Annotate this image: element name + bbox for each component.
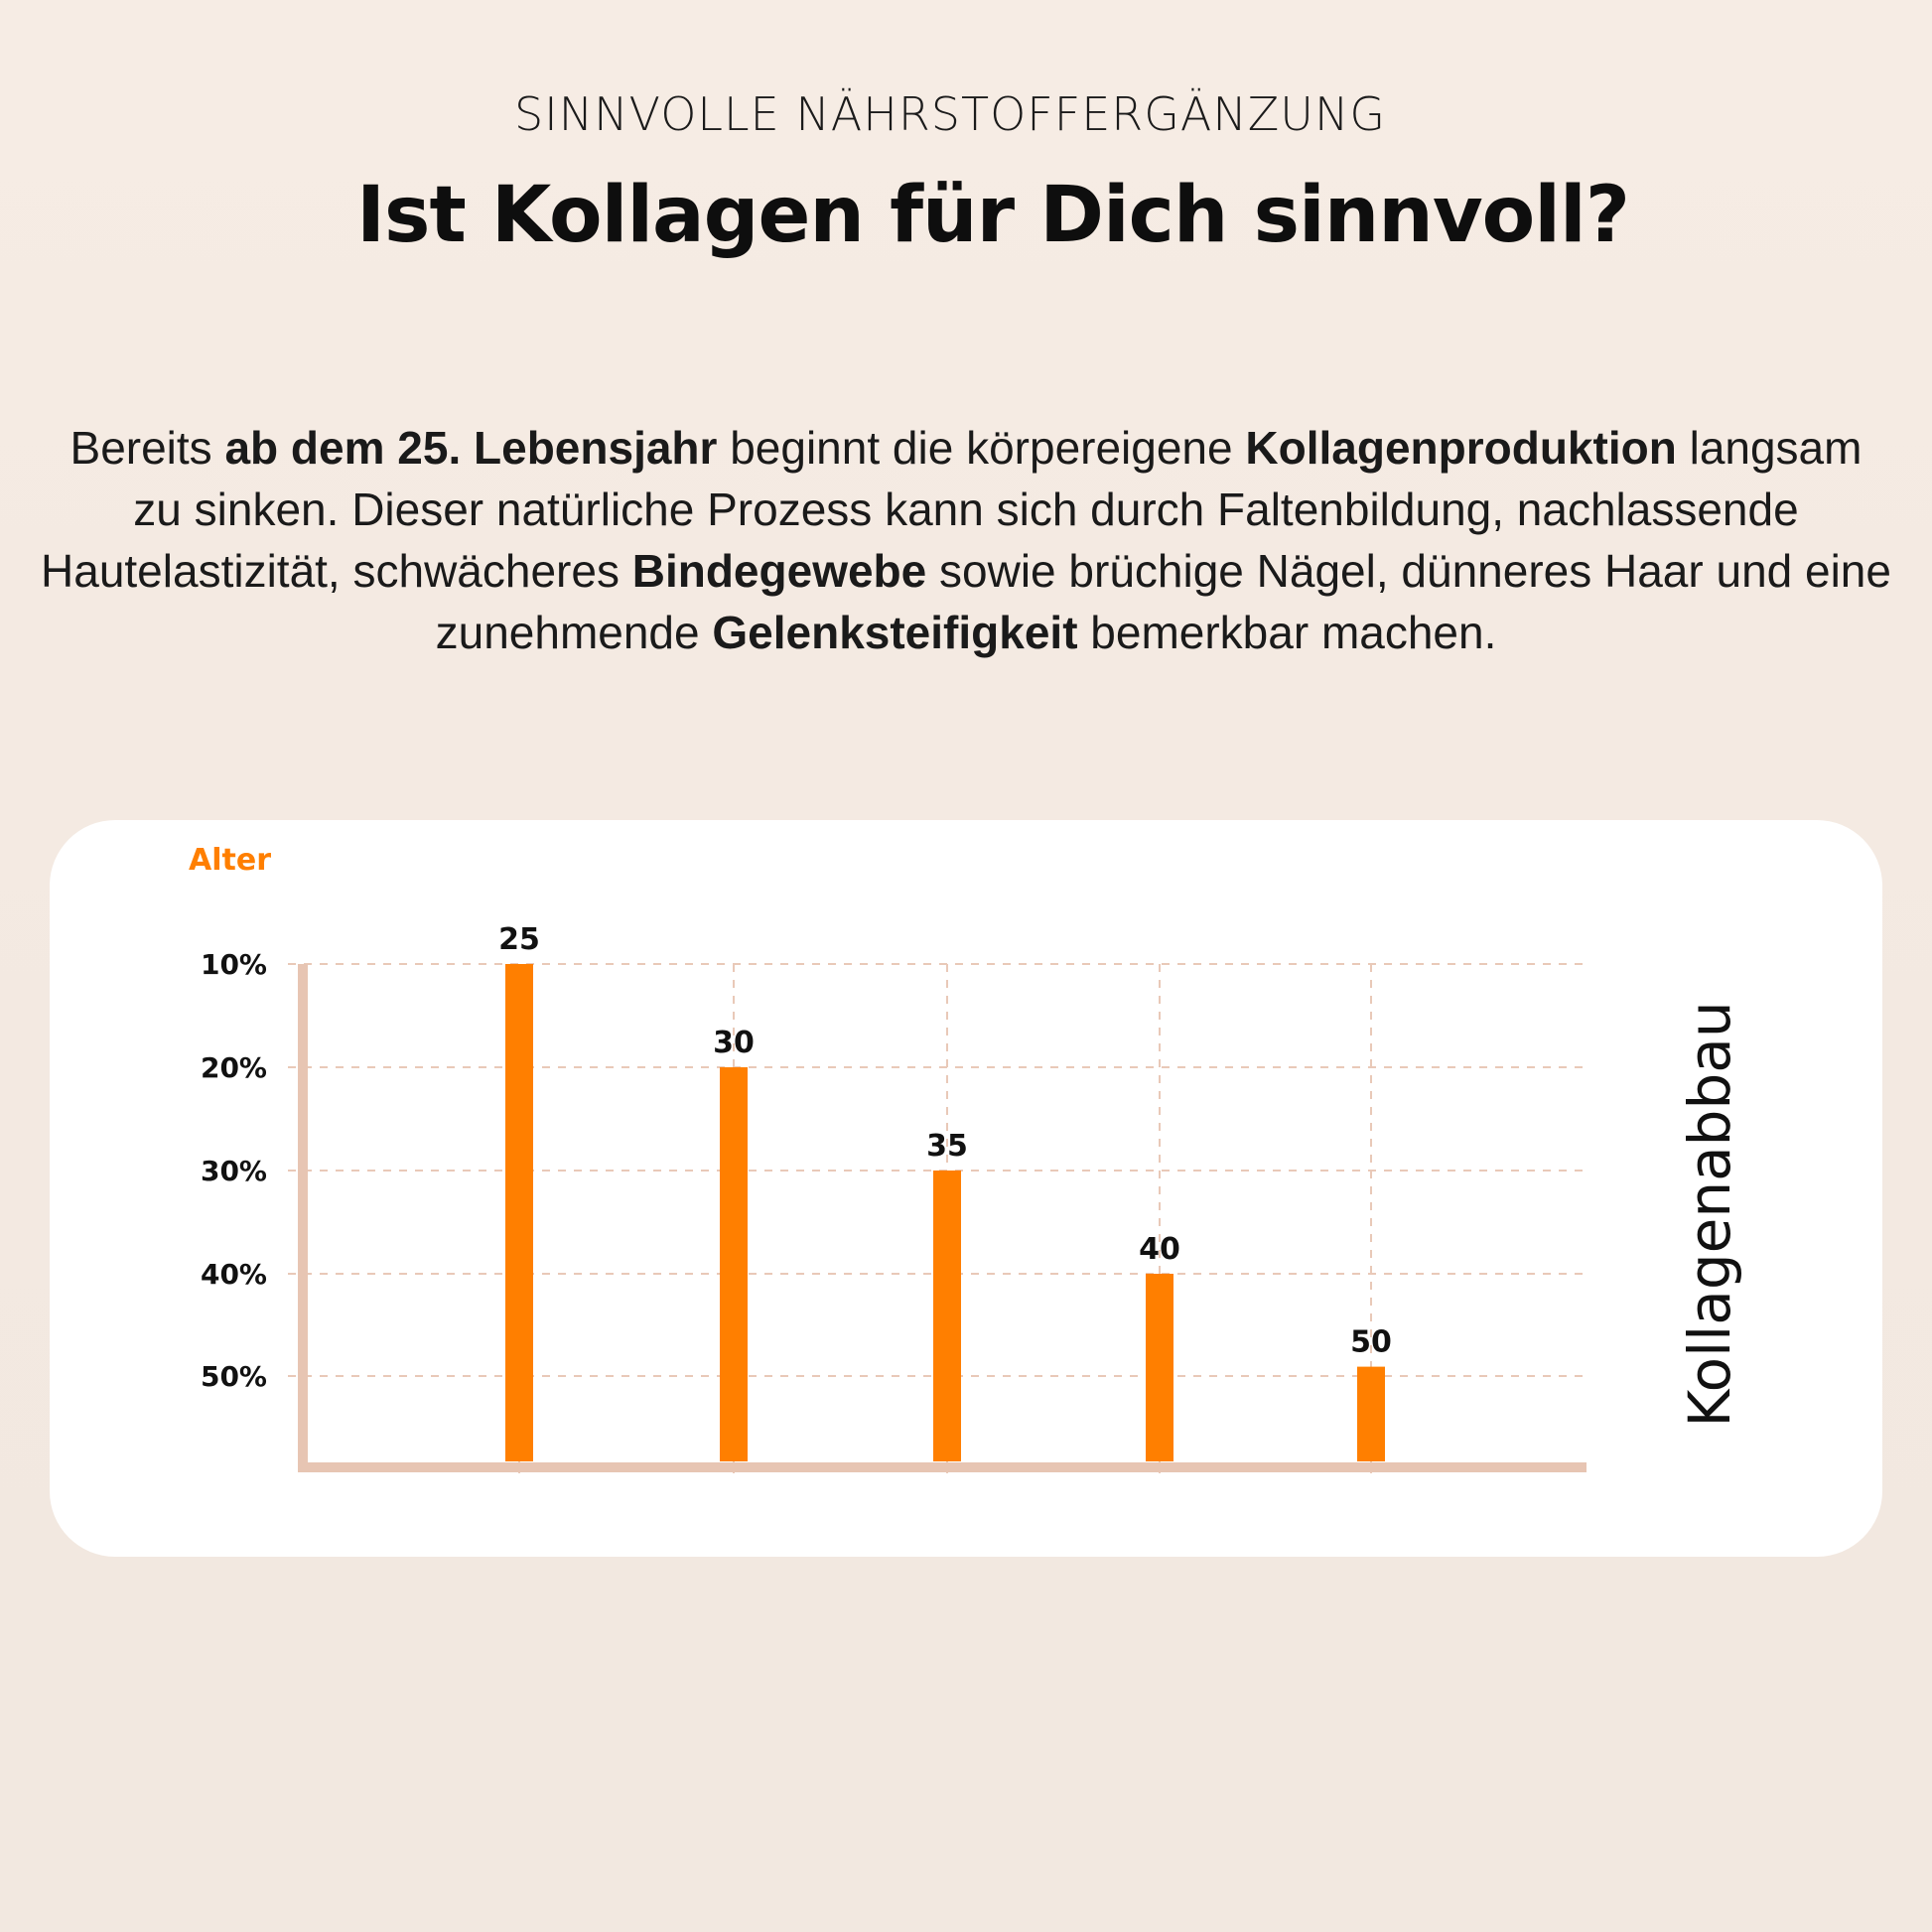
intro-emphasis: Gelenksteifigkeit: [712, 607, 1078, 658]
side-axis-label: Kollagenabbau: [1676, 1001, 1743, 1427]
chart-card: Alter 10% 20% 30% 40% 50% 25 30 35 40 50 Kollagenab…: [50, 820, 1882, 1557]
intro-text: beginnt die körpereigene: [717, 422, 1246, 474]
bar-30: [720, 1067, 748, 1461]
bar-label-40: 40: [1139, 1232, 1180, 1267]
intro-text: bemerkbar machen.: [1077, 607, 1497, 658]
page-title: Ist Kollagen für Dich sinnvoll?: [356, 171, 1630, 260]
kicker-heading: SINNVOLLE NÄHRSTOFFERGÄNZUNG: [513, 87, 1387, 141]
collagen-bar-chart: Alter 10% 20% 30% 40% 50% 25 30 35 40 50 Kollagenab…: [189, 843, 1743, 1473]
y-tick-label: 10%: [201, 948, 267, 981]
intro-emphasis: Kollagenproduktion: [1245, 422, 1677, 474]
intro-text: langsam zu sinken. Dieser natürliche Pro…: [41, 422, 1863, 597]
intro-emphasis: ab dem 25. Lebensjahr: [224, 422, 718, 474]
intro-text: Bereits: [69, 422, 225, 474]
bar-label-35: 35: [926, 1129, 968, 1164]
y-tick-label: 30%: [201, 1155, 267, 1187]
intro-emphasis: Bindegewebe: [631, 545, 927, 597]
intro-paragraph: Bereits ab dem 25. Lebensjahr beginnt di…: [40, 417, 1892, 663]
bar-label-25: 25: [498, 922, 540, 957]
y-tick-label: 40%: [201, 1258, 267, 1291]
y-tick-label: 20%: [201, 1051, 267, 1084]
bar-label-50: 50: [1350, 1325, 1392, 1360]
y-tick-label: 50%: [201, 1360, 267, 1393]
bar-label-30: 30: [713, 1026, 755, 1060]
bar-25: [505, 964, 533, 1461]
axis-title: Alter: [189, 843, 271, 878]
intro-text: sowie brüchige Nägel, dünneres Haar und …: [435, 545, 1891, 658]
bar-35: [933, 1171, 961, 1461]
bar-40: [1146, 1274, 1173, 1461]
bar-50: [1357, 1366, 1385, 1461]
